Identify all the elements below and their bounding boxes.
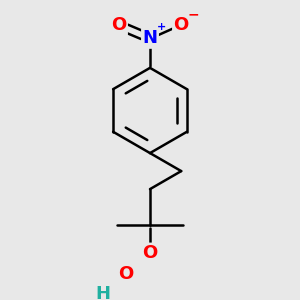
Text: N: N xyxy=(142,29,158,47)
Text: O: O xyxy=(173,16,189,34)
Text: +: + xyxy=(157,22,166,32)
Text: O: O xyxy=(111,16,127,34)
Text: O: O xyxy=(142,244,158,262)
Text: O: O xyxy=(118,265,133,283)
Text: H: H xyxy=(95,285,110,300)
Text: −: − xyxy=(188,8,199,22)
